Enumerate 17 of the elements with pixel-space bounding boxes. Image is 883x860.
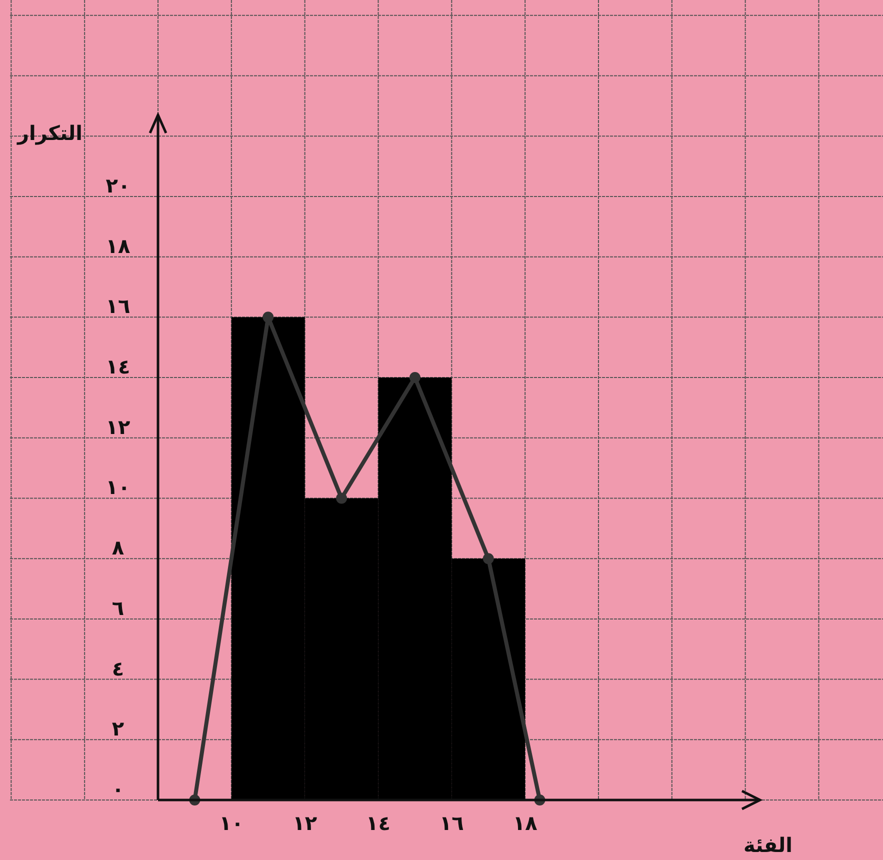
x-tick-label: ١٦ [439,811,464,835]
y-tick-label: ١٦ [106,294,130,318]
y-tick-label: ٢ [112,716,124,741]
x-tick-label: ١٨ [512,811,538,835]
y-tick-label: ١٢ [106,414,130,439]
y-tick-label: ١٨ [106,234,130,258]
y-tick-label: ٠ [112,777,124,801]
x-tick-label: ١٤ [366,811,390,835]
y-tick-label: ١٠ [106,475,130,500]
y-tick-label: ٦ [112,596,124,620]
x-tick-label: ١٠ [219,811,244,835]
x-tick-label: ١٢ [292,811,318,835]
x-axis-title: الفئة [743,833,793,857]
y-tick-label: ٤ [112,656,124,680]
y-tick-label: ٢٠ [106,173,130,198]
y-tick-label: ٨ [112,536,124,560]
y-tick-label: ١٤ [106,354,130,379]
